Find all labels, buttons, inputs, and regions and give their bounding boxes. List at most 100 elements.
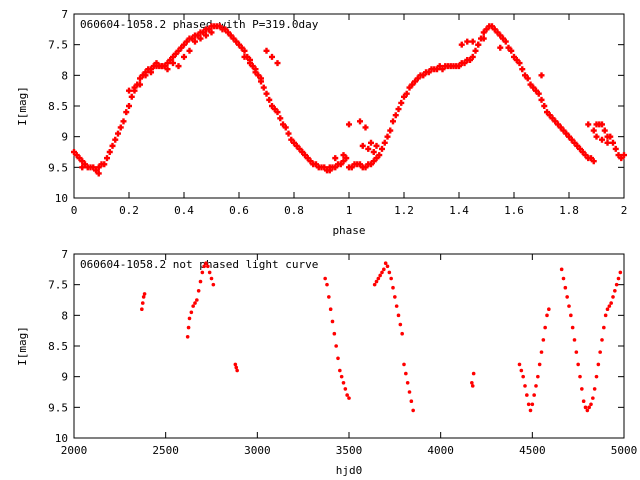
- data-point: [525, 393, 529, 397]
- data-point: [532, 393, 536, 397]
- x-tick-label: 0: [71, 204, 78, 217]
- data-point: [395, 106, 402, 113]
- data-point: [336, 356, 340, 361]
- data-point: [534, 384, 538, 388]
- y-tick-label: 9: [61, 371, 68, 384]
- data-point: [196, 289, 201, 293]
- y-tick-label: 9.5: [48, 401, 68, 414]
- data-point: [585, 121, 592, 128]
- data-point: [598, 350, 602, 354]
- data-point: [372, 282, 377, 287]
- data-point: [545, 313, 549, 318]
- data-point: [365, 145, 372, 152]
- data-point: [345, 393, 349, 397]
- data-point: [186, 47, 193, 54]
- data-point: [109, 142, 116, 149]
- data-point: [517, 362, 522, 367]
- data-point: [471, 371, 476, 376]
- data-point: [148, 69, 154, 76]
- data-point: [153, 60, 160, 67]
- x-tick-label: 0.4: [174, 204, 194, 217]
- data-point: [387, 127, 394, 134]
- data-point: [332, 331, 337, 336]
- data-point: [396, 313, 401, 318]
- data-point: [186, 325, 191, 330]
- data-point: [599, 121, 605, 128]
- data-point: [600, 338, 604, 342]
- data-point: [137, 81, 143, 88]
- data-point: [398, 322, 403, 327]
- data-point: [339, 374, 344, 379]
- data-point: [393, 295, 397, 299]
- data-point: [247, 60, 253, 67]
- data-point: [241, 53, 248, 60]
- y-tick-label: 10: [55, 432, 68, 445]
- data-point: [616, 276, 621, 281]
- data-point: [370, 149, 377, 155]
- data-point: [458, 41, 465, 48]
- data-point: [604, 139, 611, 146]
- data-point: [128, 93, 135, 100]
- x-tick-label: 3500: [336, 444, 363, 457]
- data-point: [380, 270, 384, 275]
- data-point: [104, 155, 110, 162]
- data-point: [605, 307, 610, 312]
- data-point: [530, 402, 535, 407]
- y-tick-label: 9: [61, 131, 68, 144]
- data-point: [502, 38, 509, 45]
- x-tick-label: 4500: [519, 444, 546, 457]
- data-point: [578, 374, 582, 379]
- data-point: [400, 331, 404, 336]
- data-point: [567, 304, 571, 308]
- data-point: [234, 365, 239, 370]
- data-point: [384, 133, 391, 140]
- data-point: [591, 396, 595, 400]
- data-point: [252, 69, 259, 76]
- data-point: [539, 350, 544, 354]
- data-point: [112, 136, 119, 143]
- x-axis-label: phase: [332, 224, 365, 237]
- data-point: [235, 368, 239, 373]
- data-point: [258, 75, 264, 82]
- data-point: [266, 96, 273, 103]
- data-point: [260, 84, 267, 91]
- y-tick-label: 9.5: [48, 161, 68, 174]
- data-point: [599, 136, 605, 143]
- data-point: [332, 155, 339, 162]
- data-point: [618, 270, 623, 275]
- data-point: [323, 276, 327, 281]
- data-point: [603, 313, 608, 318]
- chart-title: 060604-1058.2 phased with P=319.0day: [80, 18, 319, 31]
- data-point: [334, 344, 338, 348]
- data-point: [596, 362, 601, 367]
- data-point: [382, 267, 386, 272]
- data-point: [383, 261, 388, 266]
- data-point: [497, 44, 504, 51]
- data-point: [537, 362, 542, 367]
- data-point: [613, 289, 617, 293]
- data-point: [142, 72, 149, 79]
- data-point: [480, 35, 487, 42]
- data-series: [346, 23, 627, 171]
- data-point: [523, 384, 527, 388]
- data-point: [392, 112, 399, 119]
- data-point: [206, 264, 210, 269]
- data-point: [126, 87, 132, 94]
- data-point: [590, 158, 597, 165]
- data-point: [340, 152, 347, 159]
- data-point: [197, 35, 204, 42]
- y-tick-label: 8: [61, 309, 68, 322]
- data-point: [541, 103, 548, 109]
- data-point: [181, 53, 187, 60]
- y-tick-label: 8.5: [48, 100, 68, 113]
- data-point: [208, 29, 215, 36]
- y-tick-label: 7: [61, 8, 68, 21]
- data-point: [611, 295, 615, 299]
- data-point: [378, 273, 382, 278]
- y-axis-label: I[mag]: [16, 326, 29, 366]
- data-point: [233, 362, 238, 367]
- data-point: [538, 96, 545, 103]
- data-point: [115, 130, 121, 137]
- data-point: [200, 270, 205, 275]
